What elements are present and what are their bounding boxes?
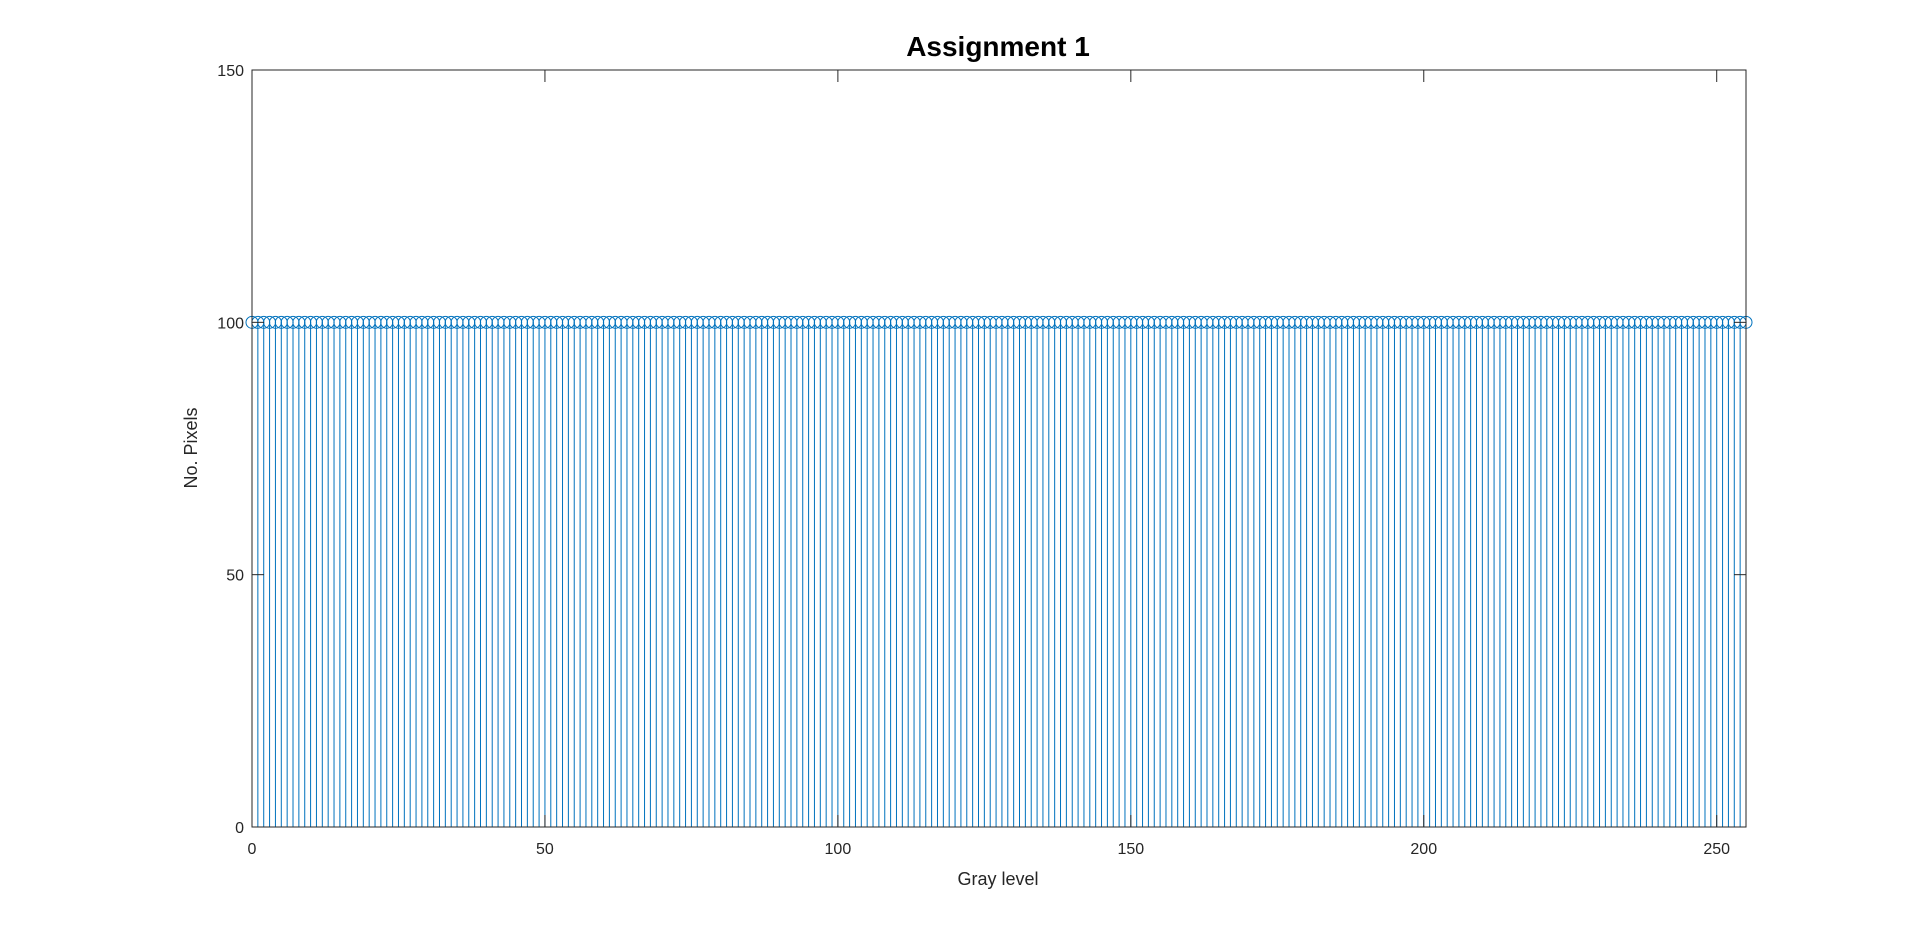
y-tick-label: 50 — [226, 568, 244, 585]
chart-title: Assignment 1 — [906, 31, 1090, 62]
x-axis-title: Gray level — [957, 869, 1038, 889]
y-tick-label: 0 — [235, 820, 244, 837]
plot-area-frame — [251, 69, 1747, 828]
x-tick-label: 150 — [1117, 841, 1144, 858]
x-tick-label: 200 — [1410, 841, 1437, 858]
y-axis: 0 50 100 150 — [217, 63, 1746, 837]
x-tick-label: 250 — [1703, 841, 1730, 858]
x-tick-label: 0 — [248, 841, 257, 858]
x-tick-label: 50 — [536, 841, 554, 858]
y-axis-title: No. Pixels — [181, 407, 201, 488]
y-tick-label: 150 — [217, 63, 244, 80]
stem-series — [245, 315, 1753, 827]
x-axis: 0 50 100 150 200 250 — [248, 70, 1730, 858]
y-tick-label: 100 — [217, 315, 244, 332]
x-tick-label: 100 — [825, 841, 852, 858]
